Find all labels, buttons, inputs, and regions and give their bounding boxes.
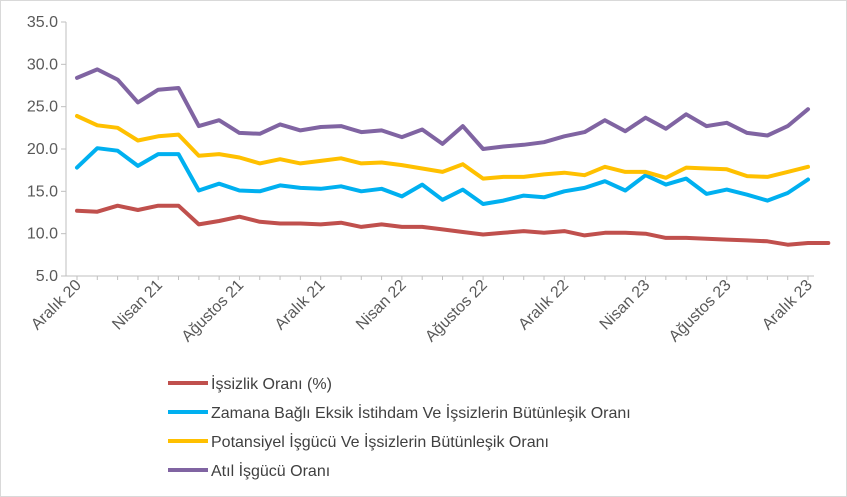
series-line-2	[75, 146, 810, 206]
x-tick-label: Aralık 21	[272, 277, 329, 334]
y-tick-label: 20.0	[27, 141, 58, 158]
x-tick-label: Aralık 22	[515, 277, 572, 334]
legend-label: Zamana Bağlı Eksik İstihdam Ve İşsizleri…	[211, 403, 631, 422]
series-lines	[75, 67, 831, 247]
y-tick-label: 5.0	[36, 268, 58, 285]
y-tick-label: 25.0	[27, 99, 58, 116]
x-tick-label: Aralık 20	[28, 277, 85, 334]
y-tick-label: 15.0	[27, 183, 58, 200]
y-tick-label: 35.0	[27, 14, 58, 31]
legend-label: Potansiyel İşgücü Ve İşsizlerin Bütünleş…	[211, 432, 549, 451]
y-tick-label: 10.0	[27, 226, 58, 243]
x-tick-label: Nisan 23	[597, 277, 654, 334]
series-line-1	[75, 203, 831, 247]
series-line-4	[75, 67, 810, 151]
series-line-3	[75, 114, 810, 181]
x-tick-label: Nisan 22	[353, 277, 410, 334]
legend: İşsizlik Oranı (%) Zamana Bağlı Eksik İst…	[168, 374, 631, 480]
y-axis-ticks: 5.0 10.0 15.0 20.0 25.0 30.0 35.0	[27, 14, 66, 285]
x-axis-ticks: Aralık 20 Nisan 21 Ağustos 21 Aralık 21 Nisa…	[28, 276, 816, 345]
x-tick-label: Nisan 21	[109, 277, 166, 334]
x-tick-label: Ağustos 22	[422, 277, 491, 346]
x-tick-label: Ağustos 23	[666, 277, 735, 346]
x-tick-label: Aralık 23	[759, 277, 816, 334]
legend-label: Atıl İşgücü Oranı	[211, 461, 330, 480]
y-tick-label: 30.0	[27, 56, 58, 73]
legend-label: İşsizlik Oranı (%)	[211, 374, 332, 393]
x-tick-label: Ağustos 21	[179, 277, 248, 346]
